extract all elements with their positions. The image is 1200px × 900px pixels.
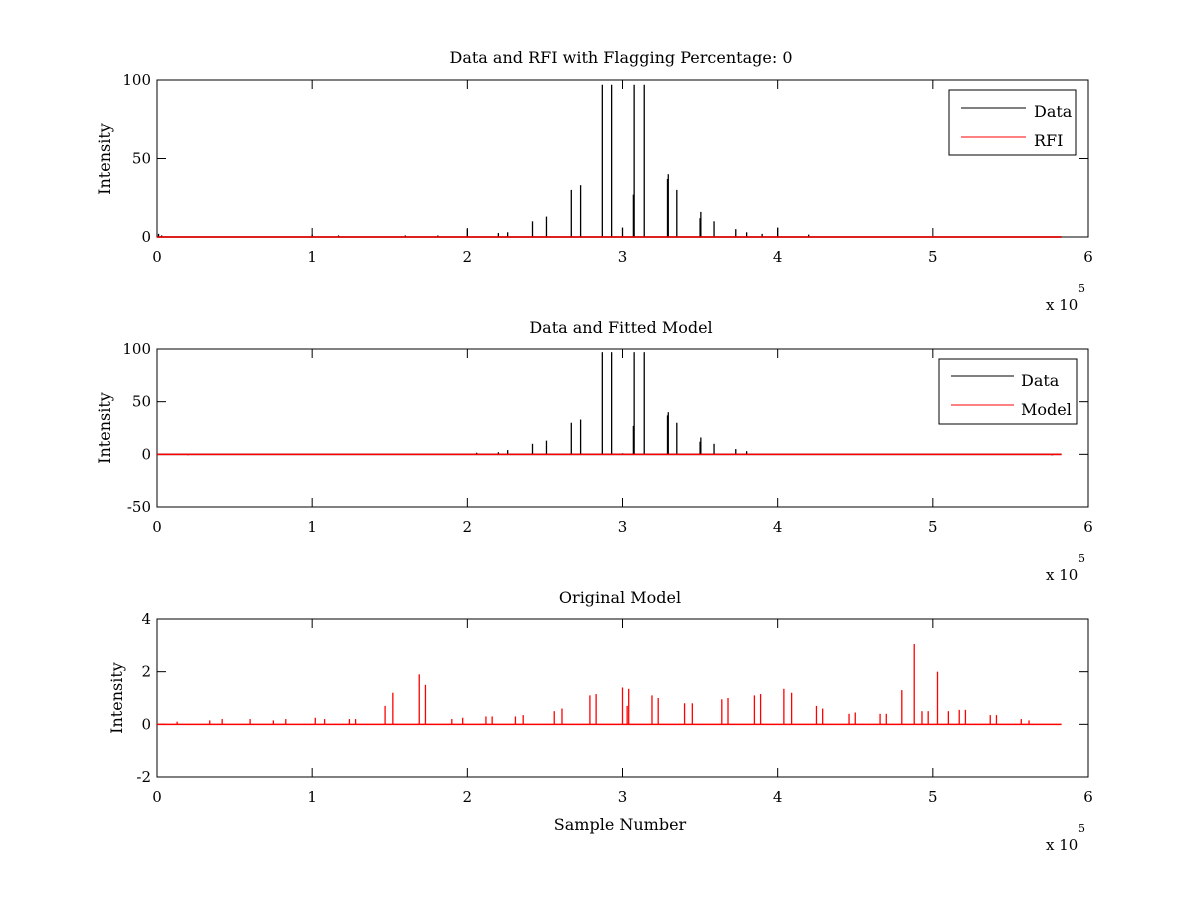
y-tick-label: 0 xyxy=(141,715,151,733)
y-tick-label: 0 xyxy=(141,445,151,463)
panel-1-x-exponent-base: x 10 xyxy=(1046,296,1078,314)
y-tick-label: 2 xyxy=(141,663,151,681)
panel-2: Data and Fitted Model Intensity 0 1 2 3 4 5 6 -… xyxy=(95,318,1093,584)
x-tick-label: 3 xyxy=(618,518,628,536)
x-tick-label: 1 xyxy=(307,788,317,806)
x-tick-label: 4 xyxy=(773,788,783,806)
panel-3-ylabel: Intensity xyxy=(107,662,126,734)
panel-3-title: Original Model xyxy=(559,588,681,607)
x-tick-label: 0 xyxy=(152,248,162,266)
y-tick-label: 50 xyxy=(132,393,151,411)
x-tick-label: 5 xyxy=(928,248,938,266)
panel-1-title: Data and RFI with Flagging Percentage: 0 xyxy=(449,48,792,67)
y-tick-label: 100 xyxy=(122,71,151,89)
y-tick-label: 4 xyxy=(141,610,151,628)
x-tick-label: 6 xyxy=(1083,248,1093,266)
panel-2-legend-label-model: Model xyxy=(1021,400,1072,419)
panel-1-ylabel: Intensity xyxy=(95,123,114,195)
x-tick-label: 1 xyxy=(307,518,317,536)
y-tick-label: -2 xyxy=(136,768,151,786)
y-tick-label: -50 xyxy=(127,498,151,516)
panel-2-x-exponent-base: x 10 xyxy=(1046,566,1078,584)
panel-1-legend-label-data: Data xyxy=(1034,102,1073,121)
x-tick-label: 2 xyxy=(463,518,473,536)
panel-2-legend-label-data: Data xyxy=(1021,371,1060,390)
x-tick-label: 0 xyxy=(152,518,162,536)
x-tick-label: 0 xyxy=(152,788,162,806)
panel-2-legend-box xyxy=(938,358,1078,425)
x-tick-label: 5 xyxy=(928,788,938,806)
x-tick-label: 3 xyxy=(618,248,628,266)
x-tick-label: 2 xyxy=(463,248,473,266)
panel-2-x-exponent-power: 5 xyxy=(1078,552,1085,565)
y-tick-label: 50 xyxy=(132,150,151,168)
panel-1-x-exponent-power: 5 xyxy=(1078,282,1085,295)
panel-1-plot: 0 1 2 3 4 5 6 0 50 100 xyxy=(122,71,1092,266)
x-tick-label: 3 xyxy=(618,788,628,806)
panel-1: Data and RFI with Flagging Percentage: 0… xyxy=(95,48,1093,314)
panel-1-legend: Data RFI xyxy=(948,89,1077,156)
panel-3-xlabel: Sample Number xyxy=(554,815,687,834)
x-tick-label: 6 xyxy=(1083,788,1093,806)
panel-2-legend: Data Model xyxy=(938,358,1078,425)
panel-2-ylabel: Intensity xyxy=(95,392,114,464)
panel-2-title: Data and Fitted Model xyxy=(529,318,712,337)
x-tick-label: 4 xyxy=(773,248,783,266)
panel-3-series-model xyxy=(157,644,1062,726)
x-tick-label: 5 xyxy=(928,518,938,536)
panel-3-x-exponent-base: x 10 xyxy=(1046,836,1078,854)
panel-3-x-exponent-power: 5 xyxy=(1078,822,1085,835)
x-tick-label: 4 xyxy=(773,518,783,536)
panel-1-legend-box xyxy=(948,89,1077,156)
x-tick-label: 1 xyxy=(307,248,317,266)
y-tick-label: 100 xyxy=(122,340,151,358)
x-tick-label: 6 xyxy=(1083,518,1093,536)
y-tick-label: 0 xyxy=(141,228,151,246)
panel-1-legend-label-rfi: RFI xyxy=(1034,131,1063,150)
panel-2-series-model xyxy=(157,453,1062,456)
x-tick-label: 2 xyxy=(463,788,473,806)
